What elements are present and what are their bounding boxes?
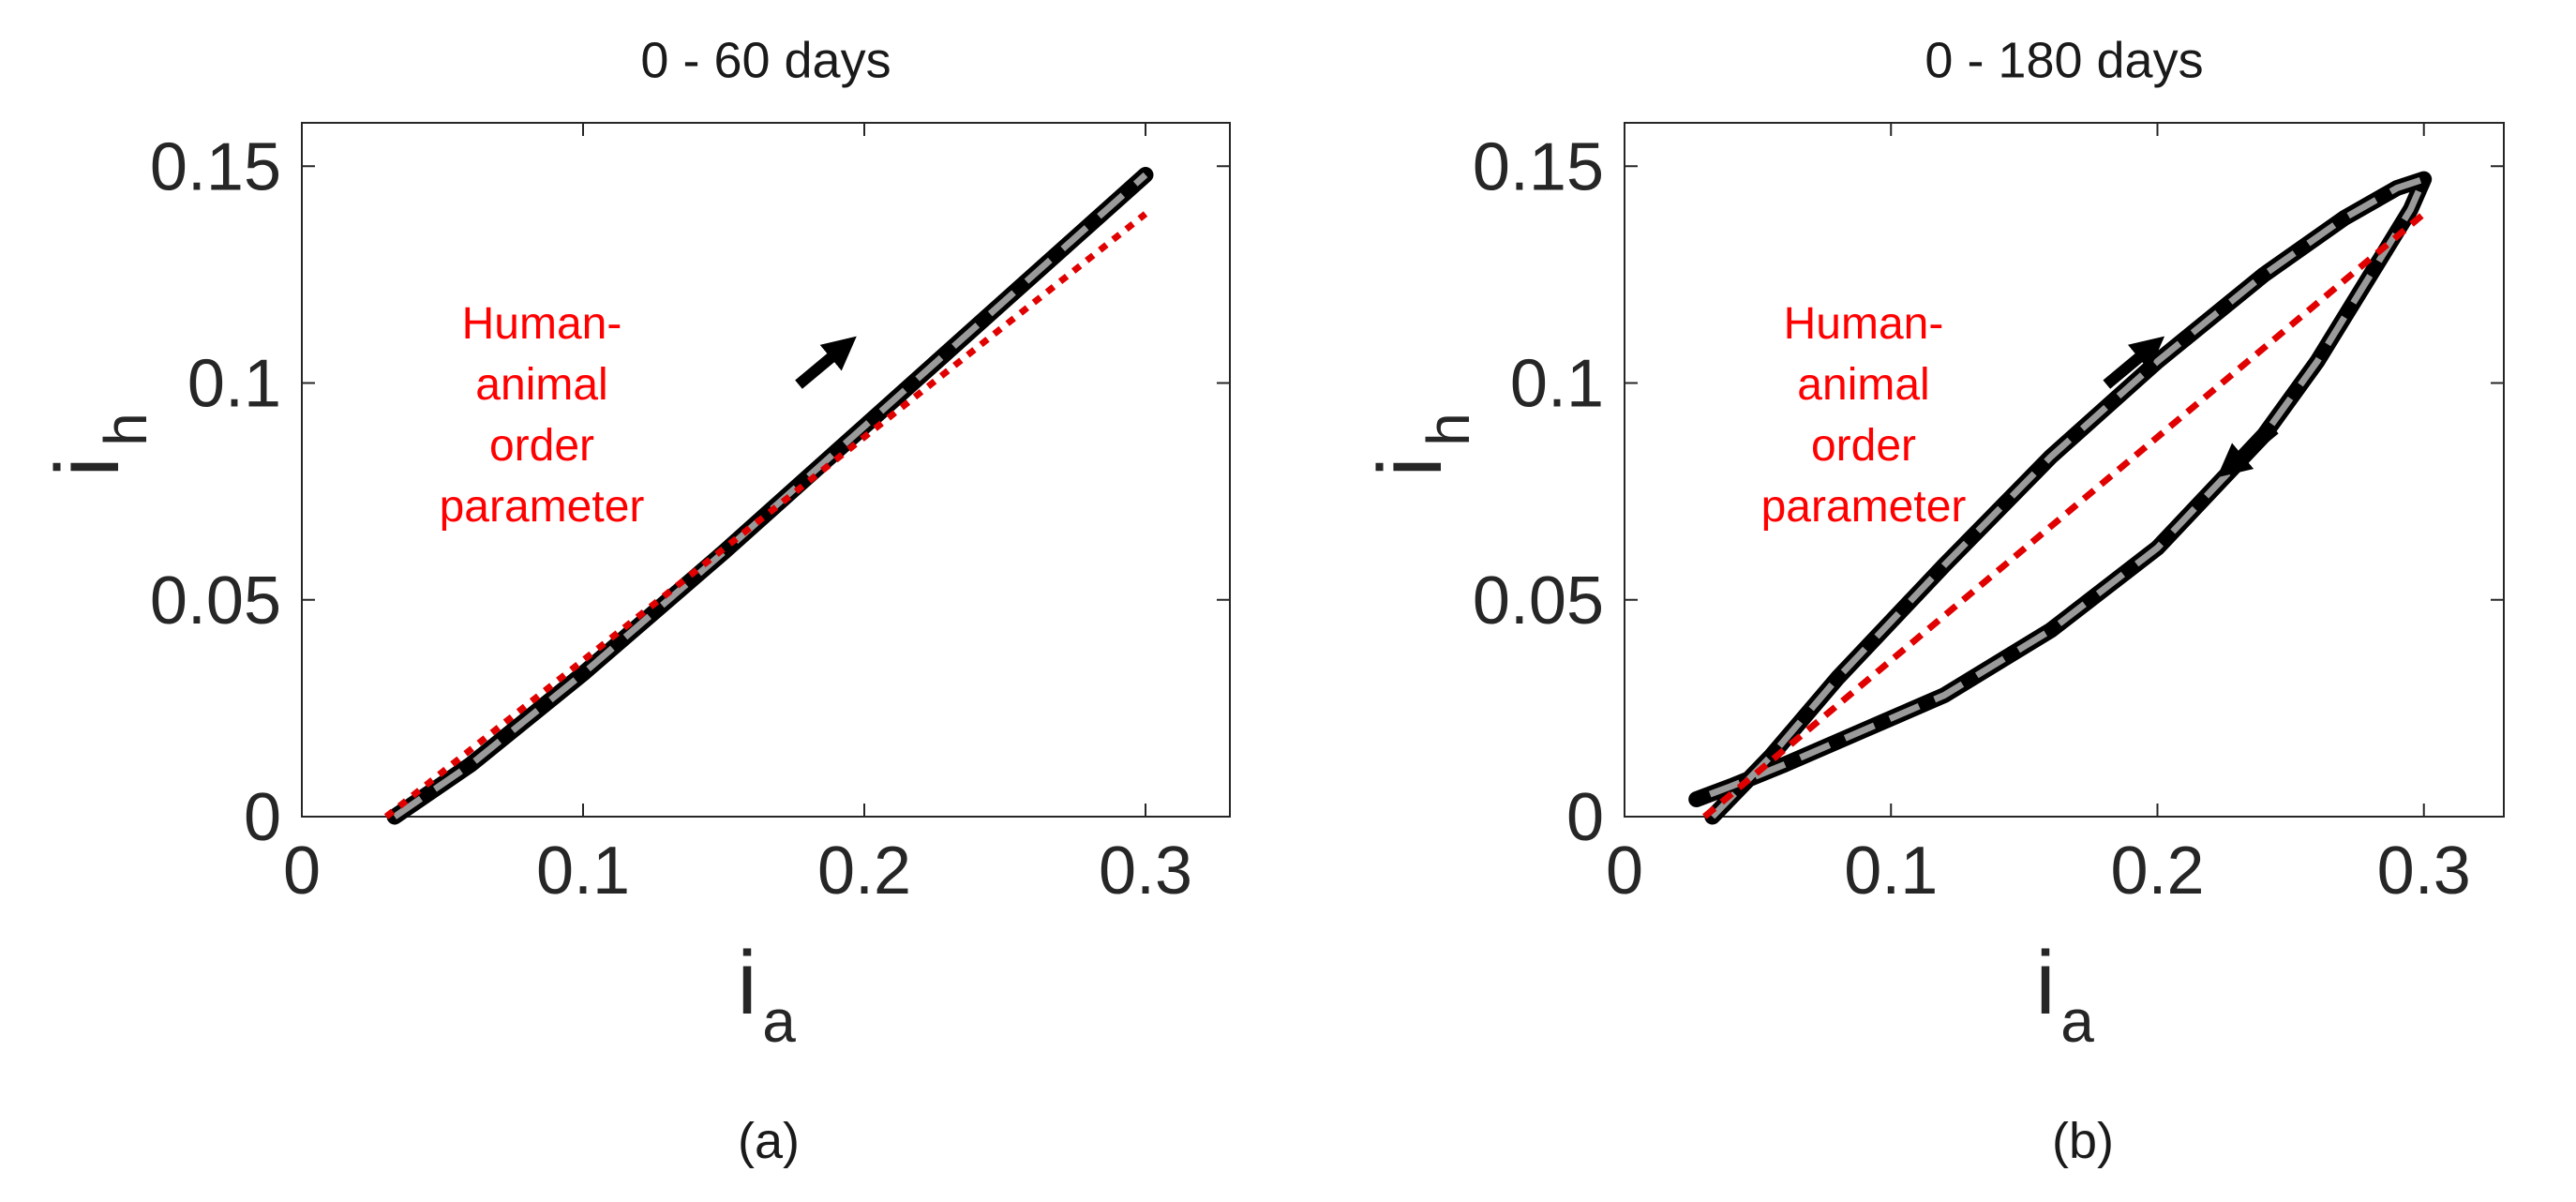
annotation-line: order <box>489 421 594 471</box>
x-axis-label-subscript: a <box>2060 987 2094 1055</box>
y-tick-label: 0 <box>1566 780 1604 855</box>
annotation-line: parameter <box>440 482 645 532</box>
x-tick-label: 0.2 <box>2110 834 2204 909</box>
y-tick-label: 0.15 <box>150 129 281 204</box>
direction-arrow-down-left <box>2216 425 2279 478</box>
series-line-approximation <box>393 172 1148 819</box>
direction-arrow-up-right <box>2103 336 2165 389</box>
series-line-approximation <box>1695 175 2428 819</box>
x-tick-label: 0 <box>1606 834 1643 909</box>
plot-area <box>301 122 1231 818</box>
x-axis-label: i <box>737 933 756 1033</box>
y-axis-label: i <box>1360 457 1460 476</box>
annotation-line: Human- <box>462 299 622 349</box>
direction-arrow-up-right <box>795 336 857 389</box>
chart-title: 0 - 180 days <box>1925 32 2203 88</box>
annotation-line: Human- <box>1784 299 1944 349</box>
y-tick-label: 0 <box>244 780 281 855</box>
panel-caption: (a) <box>738 1113 800 1169</box>
chart-title: 0 - 60 days <box>640 32 891 88</box>
y-tick-label: 0.1 <box>187 347 281 422</box>
y-axis-label-subscript: h <box>92 413 159 446</box>
panel-caption: (b) <box>2052 1113 2114 1169</box>
x-tick-label: 0.2 <box>817 834 911 909</box>
y-tick-label: 0.15 <box>1473 129 1604 204</box>
x-axis-label-subscript: a <box>762 987 796 1055</box>
y-tick-label: 0.05 <box>150 563 281 639</box>
x-tick-label: 0.3 <box>2377 834 2471 909</box>
annotation-line: parameter <box>1761 482 1967 532</box>
y-tick-label: 0.1 <box>1510 347 1604 422</box>
x-tick-label: 0.1 <box>536 834 630 909</box>
x-tick-label: 0 <box>283 834 321 909</box>
annotation-line: animal <box>1797 360 1929 410</box>
plot-area <box>1624 122 2505 818</box>
y-axis-label: i <box>37 457 138 476</box>
y-axis-label-group: ih <box>1360 413 1482 476</box>
y-axis-label-subscript: h <box>1415 413 1482 446</box>
x-axis-label: i <box>2035 933 2055 1033</box>
annotation-line: order <box>1811 421 1916 471</box>
y-axis-label-group: ih <box>37 413 159 476</box>
annotation-line: animal <box>475 360 607 410</box>
x-tick-label: 0.1 <box>1844 834 1938 909</box>
x-tick-label: 0.3 <box>1099 834 1192 909</box>
y-tick-label: 0.05 <box>1473 563 1604 639</box>
